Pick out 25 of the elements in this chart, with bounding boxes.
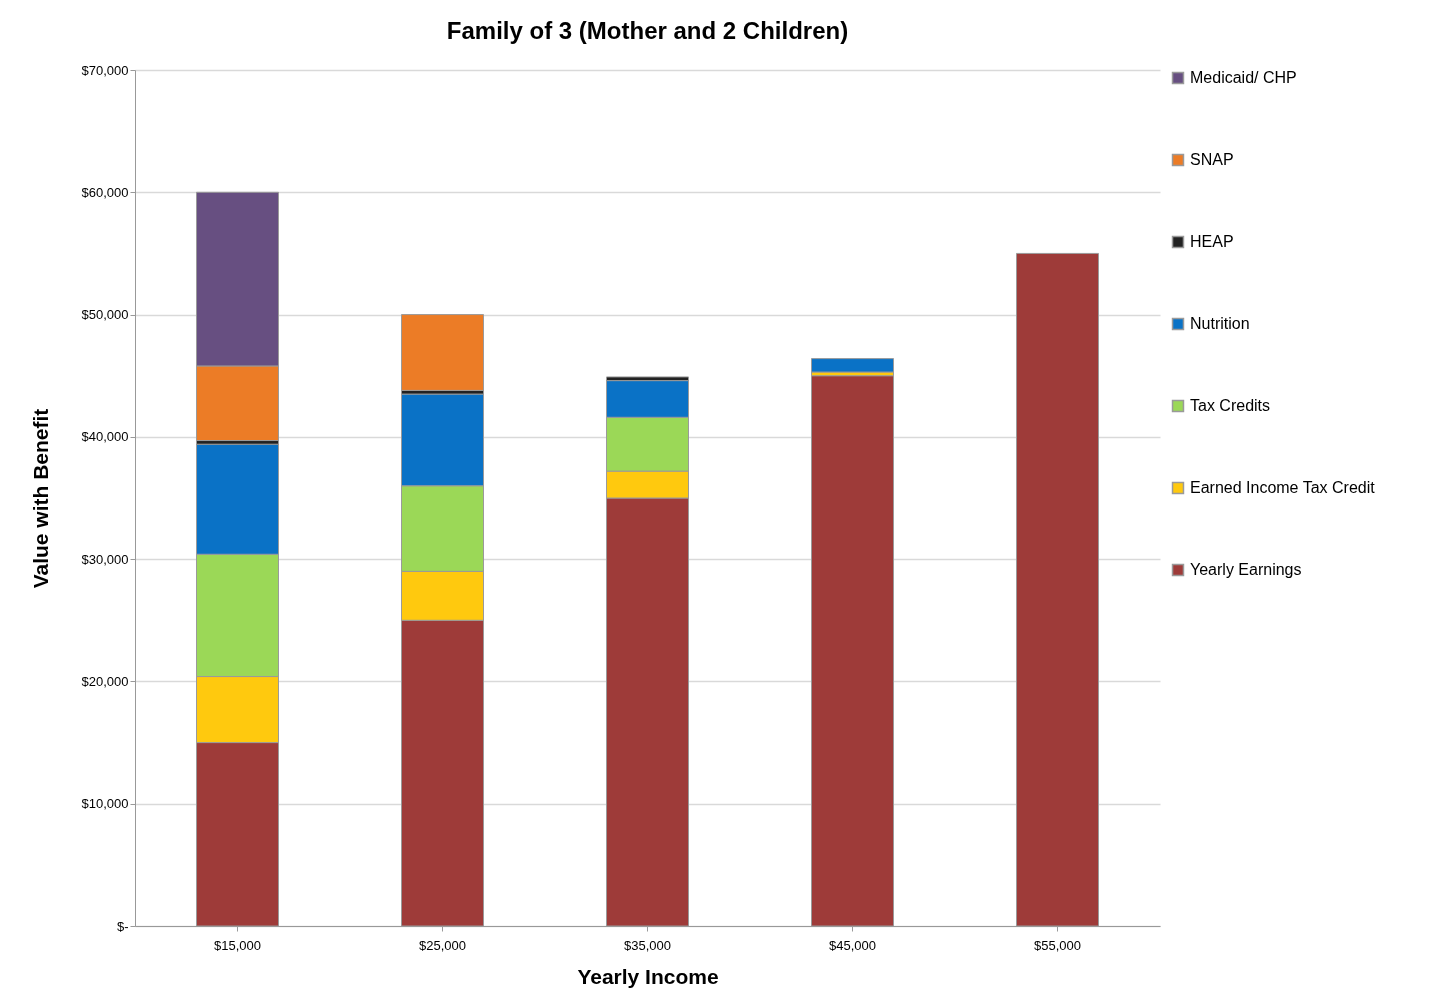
y-tick-label: $20,000 <box>81 673 129 689</box>
bar <box>811 358 894 373</box>
y-tick-label: $30,000 <box>81 551 129 567</box>
x-tick-label: $55,000 <box>1034 937 1081 953</box>
y-tick-label: $70,000 <box>81 62 129 78</box>
legend-label: Yearly Earnings <box>1190 561 1302 578</box>
legend-label: HEAP <box>1190 233 1234 250</box>
legend-label: SNAP <box>1190 151 1234 168</box>
x-tick-label: $35,000 <box>624 937 671 953</box>
y-tick-label: $10,000 <box>81 796 129 812</box>
x-tick-label: $45,000 <box>829 937 876 953</box>
y-tick-label: $- <box>116 918 129 934</box>
y-tick-label: $60,000 <box>81 184 129 200</box>
chart-title: Family of 3 (Mother and 2 Children) <box>446 17 849 44</box>
y-tick-label: $50,000 <box>81 307 129 323</box>
x-axis-title: Yearly Income <box>577 964 719 988</box>
y-axis-title: Value with Benefit <box>28 408 52 589</box>
x-tick-label: $15,000 <box>214 937 261 953</box>
legend-label: Nutrition <box>1190 315 1250 332</box>
legend-label: Tax Credits <box>1190 397 1271 414</box>
y-tick-label: $40,000 <box>81 429 129 445</box>
legend-label: Earned Income Tax Credit <box>1190 479 1376 496</box>
legend-label: Medicaid/ CHP <box>1190 69 1297 86</box>
x-tick-label: $25,000 <box>419 937 466 953</box>
bar <box>401 314 484 391</box>
